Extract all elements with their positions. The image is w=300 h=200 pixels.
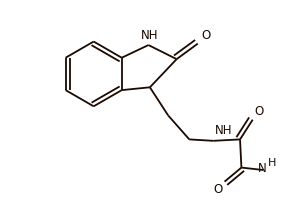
Text: N: N <box>258 162 267 175</box>
Text: O: O <box>201 29 210 42</box>
Text: O: O <box>254 105 263 118</box>
Text: NH: NH <box>215 124 232 137</box>
Text: NH: NH <box>141 29 158 42</box>
Text: H: H <box>268 158 276 168</box>
Text: O: O <box>213 183 222 196</box>
